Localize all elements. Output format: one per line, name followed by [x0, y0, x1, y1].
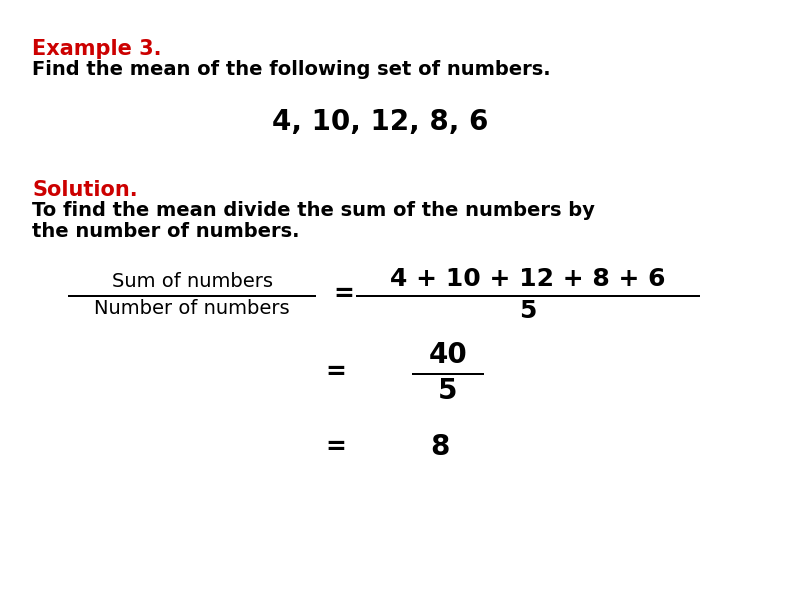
Text: Number of numbers: Number of numbers: [94, 299, 290, 318]
Text: 40: 40: [429, 341, 467, 369]
Text: 5: 5: [519, 299, 537, 323]
Text: 5: 5: [438, 377, 458, 405]
Text: Solution.: Solution.: [32, 180, 138, 200]
Text: To find the mean divide the sum of the numbers by: To find the mean divide the sum of the n…: [32, 201, 595, 220]
Text: 8: 8: [430, 433, 450, 461]
Text: =: =: [326, 360, 346, 384]
Text: Sum of numbers: Sum of numbers: [111, 272, 273, 291]
Text: Find the mean of the following set of numbers.: Find the mean of the following set of nu…: [32, 60, 550, 79]
Text: =: =: [334, 282, 354, 306]
Text: 4, 10, 12, 8, 6: 4, 10, 12, 8, 6: [272, 108, 488, 136]
Text: 4 + 10 + 12 + 8 + 6: 4 + 10 + 12 + 8 + 6: [390, 267, 666, 291]
Text: the number of numbers.: the number of numbers.: [32, 222, 299, 241]
Text: Example 3.: Example 3.: [32, 39, 162, 59]
Text: =: =: [326, 435, 346, 459]
